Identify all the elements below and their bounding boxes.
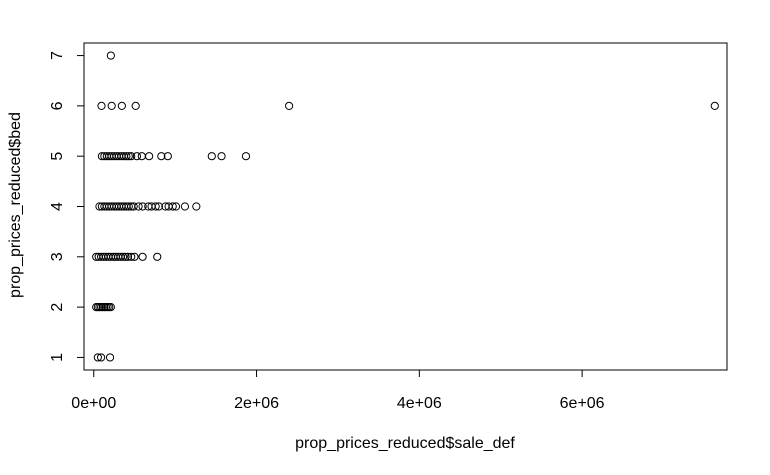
data-point [138,202,147,211]
data-point [157,152,166,161]
data-point [131,101,140,110]
data-point [710,101,719,110]
y-tick-label: 7 [49,51,66,60]
data-point [137,152,146,161]
data-point [132,152,142,161]
y-axis: 1 2 3 4 5 6 7 [49,51,85,362]
data-point [151,202,160,211]
data-point [127,252,136,261]
y-tick-label: 6 [49,101,66,110]
data-point [154,202,163,211]
data-points [92,51,719,362]
data-point [130,252,139,261]
data-point [134,202,143,211]
data-point [285,101,294,110]
data-point [117,101,126,110]
y-tick-label: 5 [49,152,66,161]
x-tick-label: 4e+06 [397,395,442,412]
y-tick-label: 1 [49,353,66,362]
data-point [97,101,106,110]
data-point [105,353,115,362]
data-point [138,252,147,261]
data-point [171,202,181,211]
data-point [145,152,154,161]
y-tick-label: 4 [49,202,66,211]
data-point [207,152,216,161]
data-point [123,252,133,261]
data-point [106,303,115,312]
data-point [93,353,102,362]
y-tick-label: 3 [49,252,66,261]
data-point [96,353,106,362]
y-tick-label: 2 [49,303,66,312]
y-axis-label: prop_prices_reduced$bed [7,112,24,298]
data-point [168,202,177,211]
x-axis: 0e+00 2e+06 4e+06 6e+06 [71,369,605,412]
data-point [192,202,201,211]
x-tick-label: 6e+06 [560,395,605,412]
data-point [153,252,162,261]
data-point [124,202,133,211]
data-point [163,152,172,161]
data-point [121,252,130,261]
data-point [106,51,115,60]
data-point [122,152,131,161]
x-tick-label: 2e+06 [234,395,279,412]
data-point [124,152,133,161]
plot-frame [83,42,728,371]
data-point [180,202,190,211]
data-point [217,152,226,161]
data-point [129,202,138,211]
x-axis-label: prop_prices_reduced$sale_def [295,435,515,452]
data-point [107,101,116,110]
data-point [127,152,136,161]
x-tick-label: 0e+00 [71,395,116,412]
data-point [118,252,128,261]
data-point [241,152,251,161]
